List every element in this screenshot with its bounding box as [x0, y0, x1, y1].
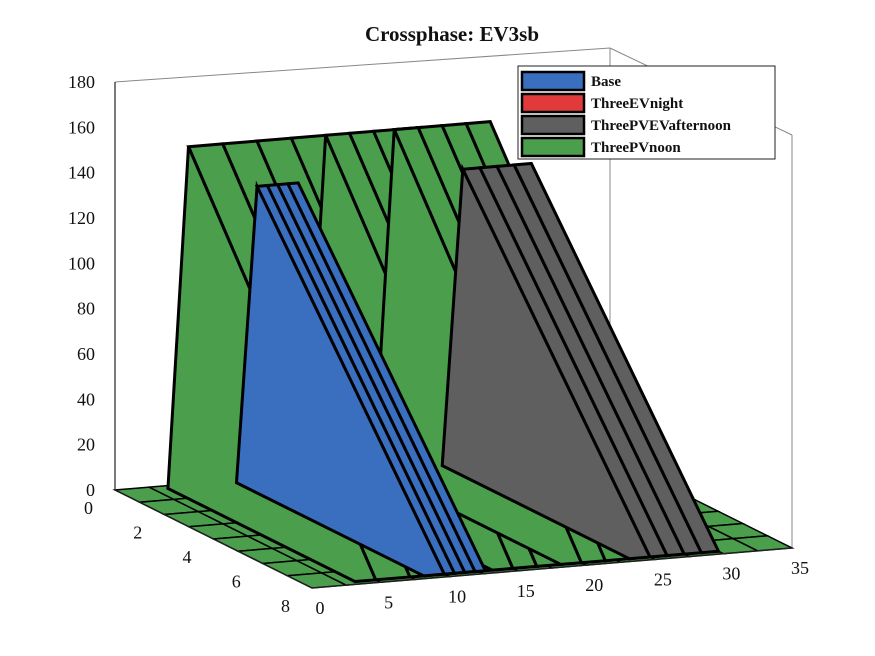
z-tick-label: 40	[77, 389, 95, 409]
peak-4	[440, 161, 721, 561]
x-tick-label: 5	[384, 592, 393, 612]
peak-face	[511, 161, 721, 555]
legend-swatch	[520, 114, 586, 136]
y-tick-label: 2	[133, 523, 142, 543]
x-tick-label: 20	[585, 575, 603, 595]
legend-swatch	[520, 70, 586, 92]
y-tick-label: 6	[232, 572, 241, 592]
peak-5	[234, 180, 488, 578]
z-tick-label: 180	[68, 72, 95, 92]
legend-label: Base	[591, 74, 621, 90]
peak-wall	[440, 163, 653, 561]
y-tick-label: 4	[183, 547, 192, 567]
x-tick-label: 35	[791, 558, 809, 578]
x-tick-label: 10	[448, 587, 466, 607]
x-tick-label: 25	[654, 569, 672, 589]
z-tick-label: 120	[68, 208, 95, 228]
legend-label: ThreePVEVafternoon	[591, 118, 732, 134]
legend-swatch	[520, 136, 586, 158]
y-tick-label: 0	[84, 498, 93, 518]
y-axis-line	[114, 489, 313, 589]
legend: Base ThreeEVnight ThreePVEVafternoon ThreeP…	[517, 65, 776, 160]
x-tick-label: 15	[517, 581, 535, 601]
peak-wall	[234, 180, 447, 578]
z-tick-label: 140	[68, 163, 95, 183]
z-tick-label: 100	[68, 253, 95, 273]
legend-label: ThreeEVnight	[591, 96, 683, 112]
chart-title: Crossphase: EV3sb	[365, 22, 539, 46]
surface-plot	[112, 120, 795, 589]
x-axis-line	[311, 547, 793, 589]
legend-label: ThreePVnoon	[591, 140, 681, 156]
z-tick-label: 20	[77, 435, 95, 455]
x-tick-label: 0	[316, 598, 325, 618]
z-tick-label: 60	[77, 344, 95, 364]
z-tick-label: 160	[68, 117, 95, 137]
peak-face	[285, 181, 488, 574]
z-tick-label: 0	[86, 480, 95, 500]
y-tick-label: 8	[281, 596, 290, 616]
x-tick-label: 30	[722, 564, 740, 584]
legend-swatch	[520, 92, 586, 114]
axis-lines	[114, 82, 793, 589]
z-tick-label: 80	[77, 299, 95, 319]
